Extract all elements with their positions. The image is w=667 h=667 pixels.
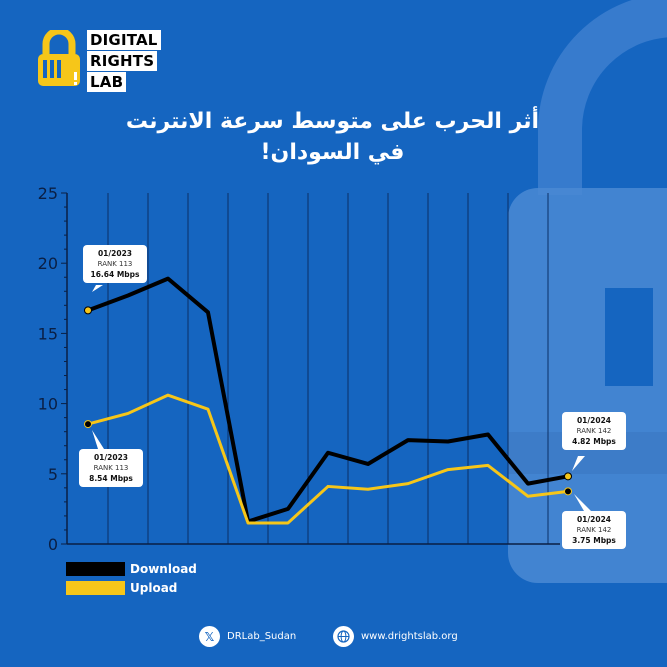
legend-swatch-download — [66, 561, 125, 576]
brand-line-2: RIGHTS — [87, 51, 158, 71]
y-tick-label: 20 — [38, 254, 58, 273]
footer-website[interactable]: www.drightslab.org — [333, 626, 458, 647]
callout-rank: RANK 142 — [576, 526, 612, 534]
callout-upload-start: 01/2023 RANK 113 8.54 Mbps — [79, 449, 143, 487]
data-point-marker — [564, 487, 572, 496]
callout-value: 3.75 Mbps — [572, 536, 616, 545]
callout-value: 16.64 Mbps — [90, 270, 140, 279]
y-tick-label: 5 — [48, 465, 58, 484]
chart-title: أثر الحرب على متوسط سرعة الانترنت في الس… — [60, 106, 605, 168]
series-line-upload — [87, 393, 569, 525]
brand-name: DIGITAL RIGHTS LAB — [87, 30, 161, 93]
legend-item-download: Download — [66, 559, 197, 578]
y-tick-label: 0 — [48, 535, 58, 554]
legend-item-upload: Upload — [66, 578, 197, 597]
callout-rank: RANK 113 — [97, 260, 133, 268]
y-tick-label: 25 — [38, 184, 58, 203]
data-point-marker — [564, 472, 572, 481]
callout-value: 4.82 Mbps — [572, 437, 616, 446]
legend-swatch-upload — [66, 580, 125, 595]
callout-date: 01/2023 — [93, 453, 129, 462]
callout-rank: RANK 142 — [576, 427, 612, 435]
callout-pointer — [92, 285, 103, 292]
y-tick-label: 15 — [38, 324, 58, 343]
chart-legend: Download Upload — [66, 559, 197, 597]
callout-upload-end: 01/2024 RANK 142 3.75 Mbps — [562, 511, 626, 549]
lock-logo-icon — [38, 30, 80, 86]
callout-date: 01/2023 — [97, 249, 133, 258]
y-tick-label: 10 — [38, 395, 58, 414]
callout-rank: RANK 113 — [93, 464, 129, 472]
chart-title-line-2: في السودان! — [260, 140, 405, 165]
callout-value: 8.54 Mbps — [89, 474, 133, 483]
callout-date: 01/2024 — [576, 416, 612, 425]
legend-label-upload: Upload — [130, 580, 178, 595]
chart-title-line-1: أثر الحرب على متوسط سرعة الانترنت — [125, 109, 540, 134]
callout-download-start: 01/2023 RANK 113 16.64 Mbps — [83, 245, 147, 283]
callout-date: 01/2024 — [576, 515, 612, 524]
x-logo-icon[interactable]: 𝕏 — [199, 626, 220, 647]
globe-icon[interactable] — [333, 626, 354, 647]
callout-pointer — [92, 430, 104, 449]
callout-download-end: 01/2024 RANK 142 4.82 Mbps — [562, 412, 626, 450]
twitter-handle[interactable]: DRLab_Sudan — [227, 631, 297, 642]
data-point-marker — [84, 420, 92, 429]
callout-pointer — [574, 494, 591, 511]
website-url[interactable]: www.drightslab.org — [361, 631, 458, 642]
callout-pointer — [572, 456, 585, 471]
brand-line-3: LAB — [87, 72, 127, 92]
brand-line-1: DIGITAL — [87, 30, 161, 50]
footer-twitter[interactable]: 𝕏 DRLab_Sudan — [199, 626, 296, 647]
legend-label-download: Download — [130, 561, 197, 576]
series-line-download — [87, 276, 569, 524]
data-point-marker — [84, 306, 92, 315]
